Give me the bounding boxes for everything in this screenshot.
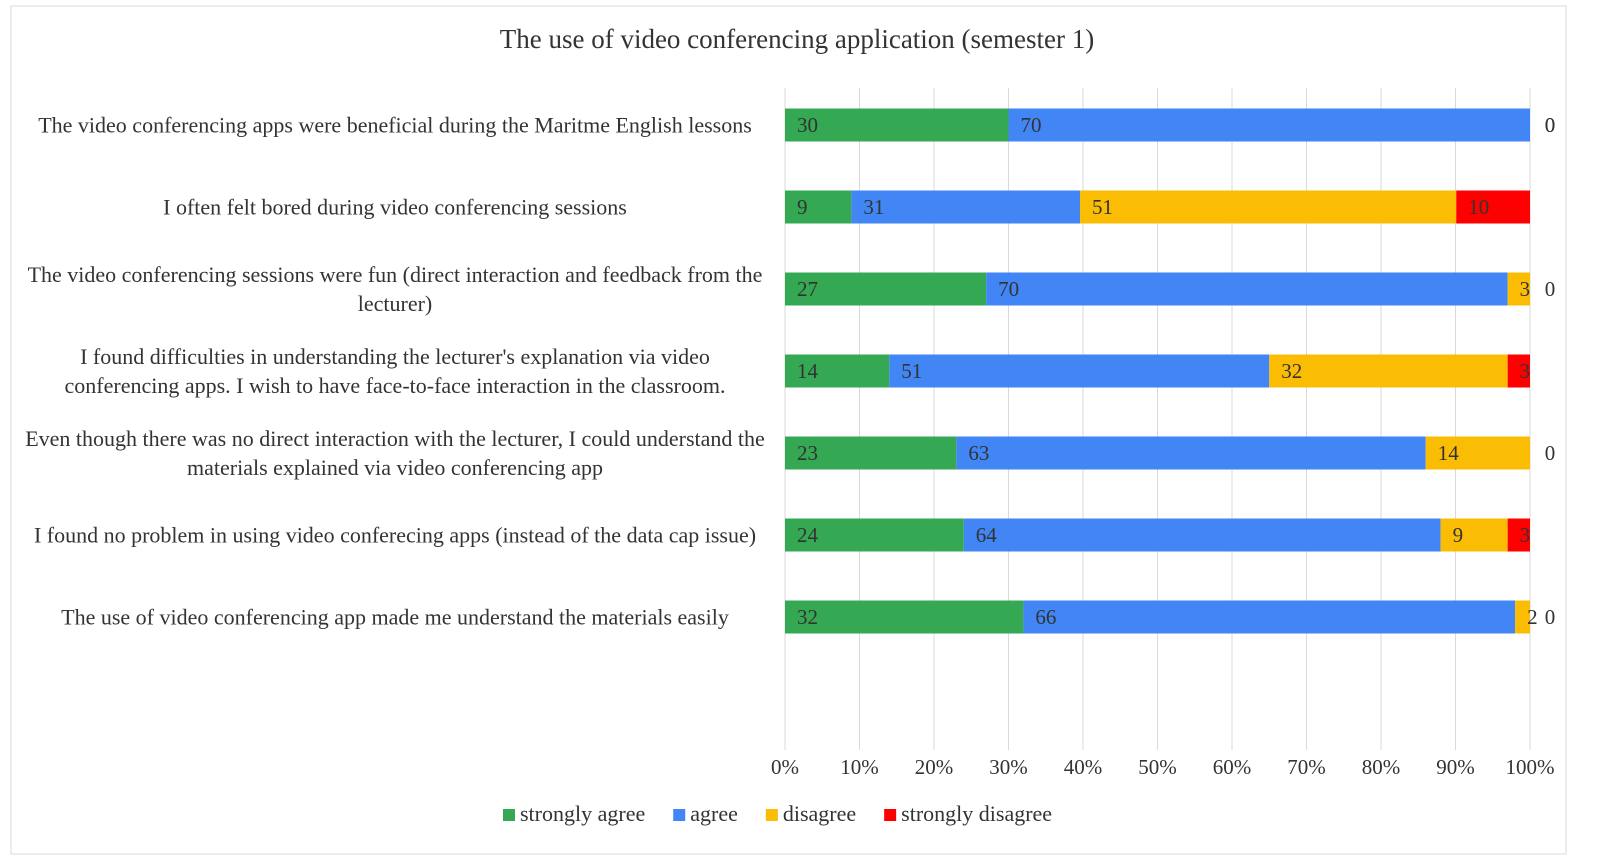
data-label: 10 <box>1468 195 1489 219</box>
bar-segment <box>1008 108 1530 142</box>
legend-swatch <box>884 809 897 821</box>
bar-segment <box>1507 272 1530 306</box>
data-label: 3 <box>1520 359 1531 383</box>
x-tick-label: 60% <box>1213 755 1252 779</box>
data-label: 9 <box>1453 523 1464 547</box>
data-label: 51 <box>901 359 922 383</box>
data-label: 32 <box>797 605 818 629</box>
bar-segment <box>986 272 1508 306</box>
bar-segment <box>963 518 1441 552</box>
legend-swatch <box>503 809 515 821</box>
category-label: Even though there was no direct interact… <box>25 426 765 480</box>
x-tick-label: 10% <box>840 755 879 779</box>
x-tick-label: 100% <box>1506 755 1555 779</box>
bar-segment <box>785 600 1024 634</box>
data-label: 0 <box>1545 277 1556 301</box>
bar-segment <box>1269 354 1508 388</box>
data-label: 3 <box>1520 277 1531 301</box>
bar-segment <box>1440 518 1508 552</box>
bar-segment <box>1515 600 1530 634</box>
data-label: 0 <box>1545 113 1556 137</box>
bar-segment <box>785 354 890 388</box>
data-label: 0 <box>1545 605 1556 629</box>
data-label: 14 <box>797 359 819 383</box>
legend-swatch <box>765 809 778 821</box>
category-label: I found difficulties in understanding th… <box>64 344 726 398</box>
data-label: 30 <box>797 113 818 137</box>
data-label: 31 <box>863 195 884 219</box>
x-tick-label: 30% <box>989 755 1028 779</box>
legend-label: disagree <box>783 801 856 826</box>
bar-segment <box>1425 436 1530 470</box>
legend-label: strongly disagree <box>901 801 1052 826</box>
bar-segment <box>956 436 1426 470</box>
bar-segment <box>1456 190 1530 224</box>
bar-segment <box>1080 190 1457 224</box>
legend-swatch <box>673 809 686 821</box>
bar-segment <box>785 518 964 552</box>
x-tick-label: 90% <box>1436 755 1475 779</box>
data-label: 0 <box>1545 113 1556 137</box>
bar-segment <box>1507 518 1530 552</box>
data-label: 2 <box>1527 605 1538 629</box>
x-tick-label: 70% <box>1287 755 1326 779</box>
bar-segment <box>785 108 1009 142</box>
category-label: The video conferencing sessions were fun… <box>27 262 763 316</box>
data-label: 9 <box>797 195 808 219</box>
legend-label: strongly agree <box>520 801 645 826</box>
data-label: 70 <box>998 277 1019 301</box>
category-label: I found no problem in using video confer… <box>33 522 757 548</box>
bar-segment <box>785 272 987 306</box>
data-label: 32 <box>1281 359 1302 383</box>
bar-segment <box>1023 600 1516 634</box>
data-label: 70 <box>1021 113 1042 137</box>
bar-segment <box>889 354 1270 388</box>
chart-frame <box>10 5 1567 855</box>
category-label: The use of video conferencing app made m… <box>61 604 729 630</box>
x-tick-label: 20% <box>915 755 954 779</box>
x-tick-label: 50% <box>1138 755 1177 779</box>
data-label: 0 <box>1545 441 1556 465</box>
data-label: 14 <box>1438 441 1460 465</box>
category-label: The video conferencing apps were benefic… <box>38 112 752 138</box>
bar-segment <box>785 436 957 470</box>
data-label: 23 <box>797 441 818 465</box>
data-label: 27 <box>797 277 818 301</box>
data-label: 3 <box>1520 523 1531 547</box>
category-label: I often felt bored during video conferen… <box>163 194 627 220</box>
bar-segment <box>851 190 1081 224</box>
data-label: 64 <box>976 523 998 547</box>
bar-segment <box>785 190 852 224</box>
chart-title: The use of video conferencing applicatio… <box>500 24 1095 54</box>
legend-label: agree <box>690 801 738 826</box>
x-tick-label: 0% <box>771 755 799 779</box>
x-tick-label: 80% <box>1362 755 1401 779</box>
data-label: 63 <box>968 441 989 465</box>
x-tick-label: 40% <box>1064 755 1103 779</box>
data-label: 51 <box>1092 195 1113 219</box>
data-label: 66 <box>1035 605 1056 629</box>
bar-segment <box>1507 354 1530 388</box>
data-label: 24 <box>797 523 819 547</box>
